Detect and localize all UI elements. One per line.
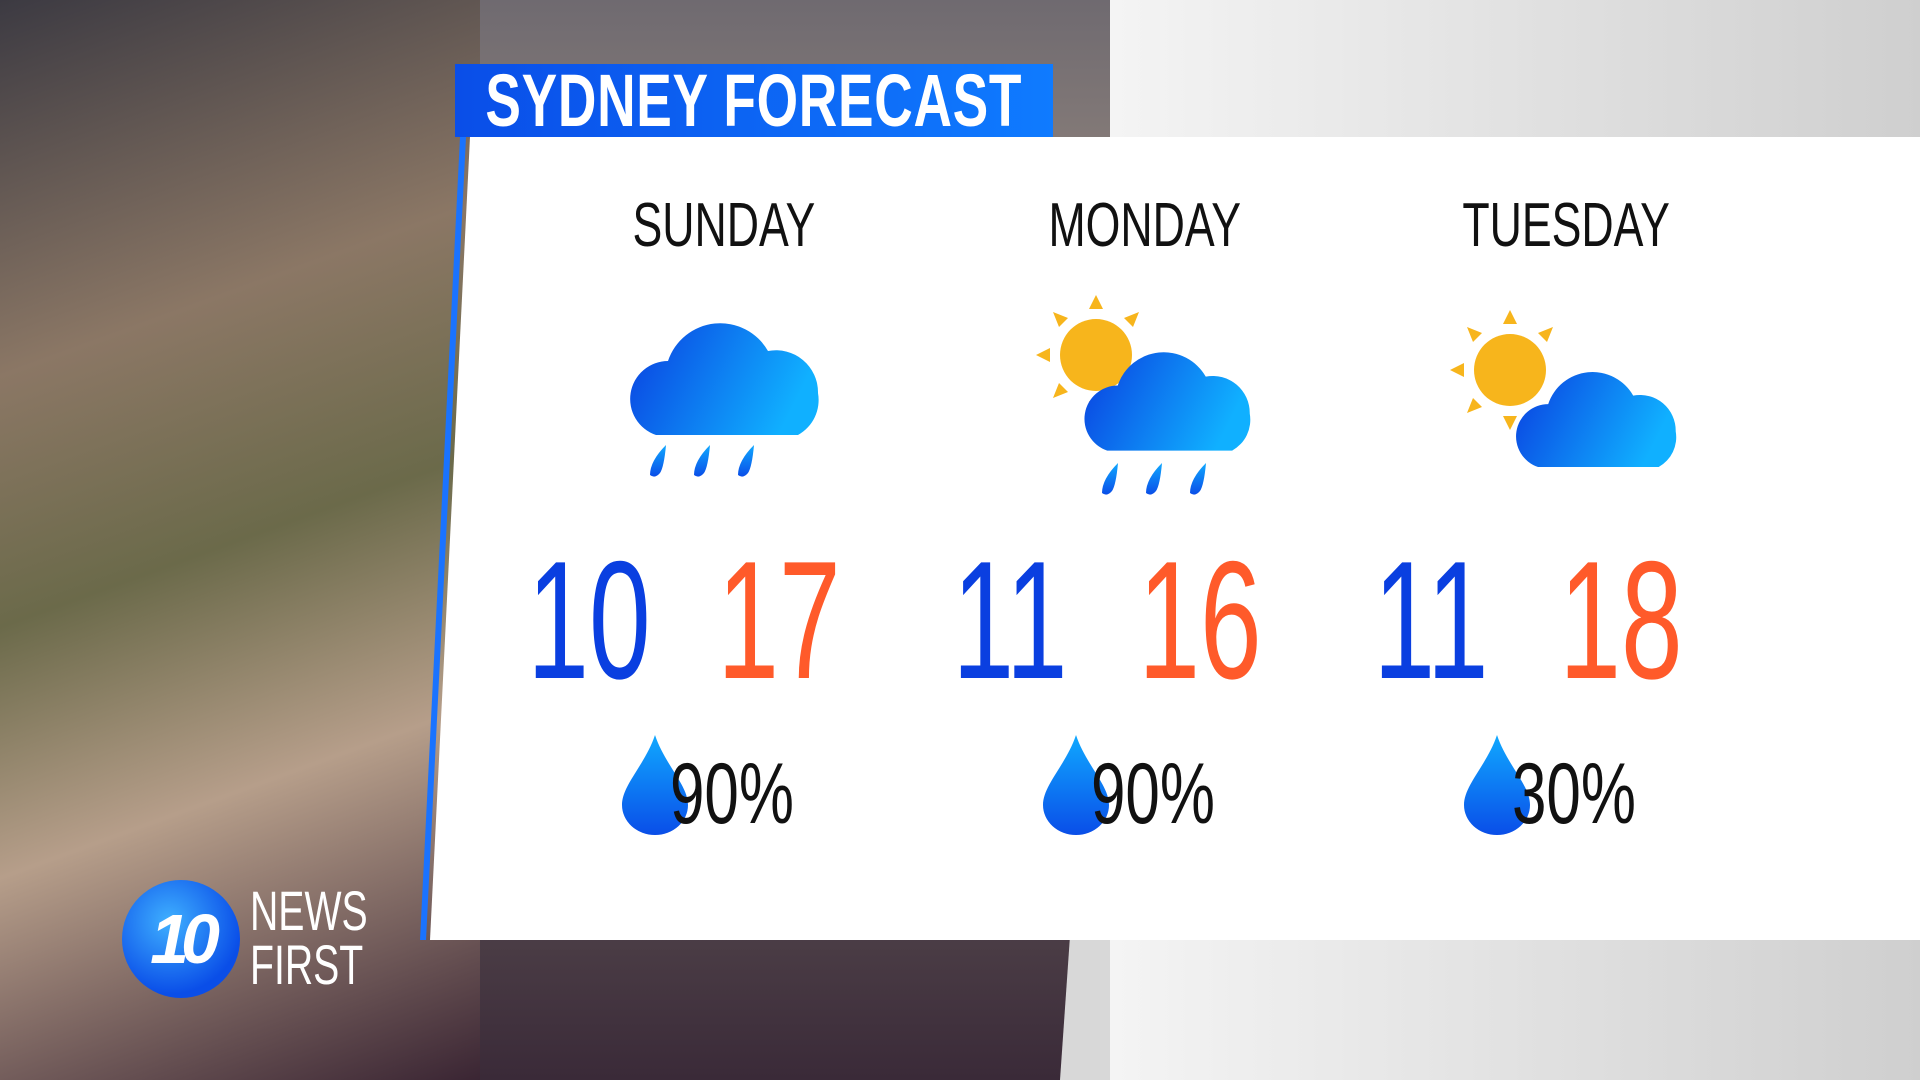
day-column-tuesday: TUESDAY <box>1366 190 1766 261</box>
high-temp: 18 <box>1559 526 1683 714</box>
logo-circle: 10 <box>122 880 240 998</box>
high-temp: 17 <box>717 526 841 714</box>
raindrop-icon <box>622 735 688 835</box>
rain-percent: 90% <box>1091 746 1215 842</box>
temps-tuesday: 11 18 <box>1366 526 1766 714</box>
logo-line1: NEWS <box>250 879 368 942</box>
rain-percent: 30% <box>1512 746 1636 842</box>
partly-cloudy-icon <box>1450 310 1677 467</box>
temps-monday: 11 16 <box>945 526 1345 714</box>
raindrop-icon <box>1464 735 1530 835</box>
low-temp: 10 <box>527 526 651 714</box>
raindrop-icon <box>1043 735 1109 835</box>
sun-cloud-rain-icon <box>1036 295 1251 495</box>
low-temp: 11 <box>952 526 1068 714</box>
rain-percent: 90% <box>670 746 794 842</box>
rain-chance-tuesday: 30% <box>1362 735 1762 842</box>
logo-number: 10 <box>150 900 220 978</box>
city-photo <box>0 0 480 1080</box>
day-label: TUESDAY <box>1462 191 1670 260</box>
network-logo: 10 NEWS FIRST <box>122 880 402 1000</box>
page-title: SYDNEY FORECAST <box>485 59 1023 142</box>
day-label: MONDAY <box>1048 191 1242 260</box>
rain-cloud-icon <box>630 323 819 477</box>
rain-chance-sunday: 90% <box>520 735 920 842</box>
title-banner: SYDNEY FORECAST <box>455 59 1053 142</box>
low-temp: 11 <box>1373 526 1489 714</box>
logo-line2: FIRST <box>250 933 364 996</box>
day-label: SUNDAY <box>632 191 816 260</box>
rain-chance-monday: 90% <box>941 735 1341 842</box>
high-temp: 16 <box>1138 526 1262 714</box>
temps-sunday: 10 17 <box>524 526 924 714</box>
day-column-monday: MONDAY <box>945 190 1345 261</box>
logo-text: NEWS FIRST <box>250 879 368 996</box>
day-column-sunday: SUNDAY <box>524 190 924 261</box>
